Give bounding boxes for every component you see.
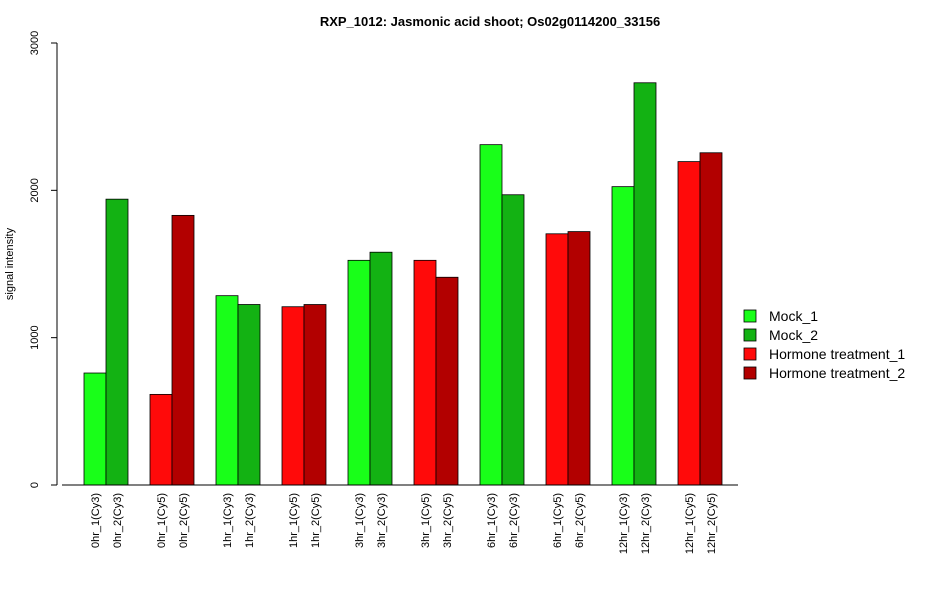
legend-swatch [743, 366, 757, 380]
x-tick-label: 1hr_1(Cy3) [222, 493, 234, 548]
x-tick-label: 6hr_2(Cy5) [574, 493, 586, 548]
y-axis: 0 1000 2000 3000 [29, 31, 58, 488]
y-tick-label: 2000 [29, 178, 41, 202]
bar [501, 194, 525, 486]
legend-label: Hormone treatment_1 [769, 346, 905, 362]
bar [611, 186, 635, 486]
x-tick-label: 6hr_1(Cy5) [552, 493, 564, 548]
x-tick-label: 3hr_2(Cy3) [376, 493, 388, 548]
x-tick-label: 12hr_1(Cy5) [684, 493, 696, 554]
bar [171, 214, 195, 486]
bar [567, 231, 591, 486]
bar [369, 251, 393, 486]
legend: Mock_1 Mock_2 Hormone treatment_1 Hormone t… [743, 308, 905, 381]
x-tick-label: 12hr_2(Cy3) [640, 493, 652, 554]
x-tick-labels: 0hr_1(Cy3) 0hr_2(Cy3) 0hr_1(Cy5) 0hr_2(Cy5)… [90, 493, 718, 554]
bar [545, 233, 569, 486]
x-tick-label: 12hr_2(Cy5) [706, 493, 718, 554]
x-tick-label: 1hr_2(Cy3) [244, 493, 256, 548]
y-axis-label: signal intensity [4, 227, 16, 300]
legend-label: Hormone treatment_2 [769, 365, 905, 381]
x-tick-label: 3hr_1(Cy3) [354, 493, 366, 548]
legend-label: Mock_2 [769, 327, 818, 343]
y-tick-label: 1000 [29, 325, 41, 349]
bar [413, 259, 437, 486]
chart-title: RXP_1012: Jasmonic acid shoot; Os02g0114… [320, 14, 660, 29]
y-tick-label: 3000 [29, 31, 41, 55]
bar [237, 304, 261, 486]
x-tick-label: 0hr_2(Cy5) [178, 493, 190, 548]
x-tick-label: 3hr_2(Cy5) [442, 493, 454, 548]
x-tick-label: 0hr_2(Cy3) [112, 493, 124, 548]
bar [281, 306, 305, 486]
x-tick-label: 1hr_2(Cy5) [310, 493, 322, 548]
bar [633, 82, 657, 486]
bar [215, 295, 239, 486]
bar [435, 276, 459, 486]
y-tick-label: 0 [29, 482, 41, 488]
x-tick-label: 6hr_2(Cy3) [508, 493, 520, 548]
x-tick-label: 1hr_1(Cy5) [288, 493, 300, 548]
x-tick-label: 0hr_1(Cy3) [90, 493, 102, 548]
x-tick-label: 0hr_1(Cy5) [156, 493, 168, 548]
bar [303, 304, 327, 486]
bar [677, 161, 701, 486]
bar [149, 393, 173, 486]
bar [105, 198, 129, 486]
bar [83, 372, 107, 486]
x-tick-label: 3hr_1(Cy5) [420, 493, 432, 548]
bars-group [83, 82, 723, 486]
legend-swatch [743, 347, 757, 361]
legend-swatch [743, 328, 757, 342]
bar [699, 152, 723, 486]
bar [347, 259, 371, 486]
x-tick-label: 12hr_1(Cy3) [618, 493, 630, 554]
bar [479, 144, 503, 486]
legend-label: Mock_1 [769, 308, 818, 324]
legend-swatch [743, 309, 757, 323]
x-tick-label: 6hr_1(Cy3) [486, 493, 498, 548]
